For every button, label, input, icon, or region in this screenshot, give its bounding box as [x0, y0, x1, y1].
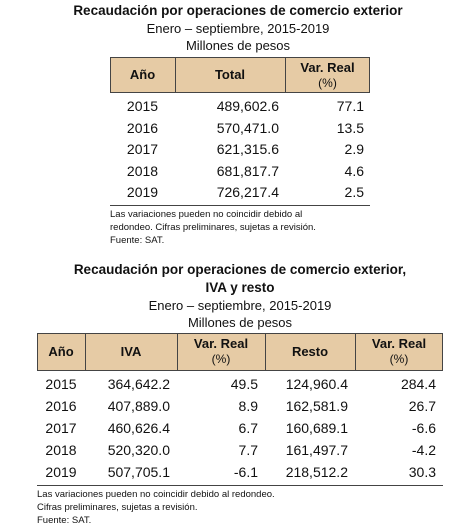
- value-cell: 489,602.6: [216, 98, 279, 114]
- value-cell: 407,889.0: [107, 398, 170, 414]
- note: Las variaciones pueden no coincidir debi…: [37, 489, 275, 500]
- note: Cifras preliminares, sujetas a revisión.: [37, 502, 198, 513]
- header-cell: Año: [129, 67, 156, 82]
- header-cell: Var. Real: [300, 60, 355, 75]
- year-cell: 2018: [45, 442, 77, 458]
- column-divider: [85, 333, 86, 371]
- header-cell: IVA: [120, 344, 142, 359]
- note: redondeo. Cifras preliminares, sujetas a…: [110, 221, 316, 233]
- note: Fuente: SAT.: [110, 234, 165, 246]
- value-cell: 161,497.7: [285, 442, 348, 458]
- year-cell: 2015: [45, 376, 77, 392]
- header-cell: Var. Real: [193, 336, 249, 351]
- value-cell: 460,626.4: [107, 420, 170, 436]
- subtitle: Enero – septiembre, 2015-2019: [146, 21, 330, 36]
- table-title: Recaudación por operaciones de comercio …: [73, 3, 403, 18]
- value-cell: 2.5: [344, 184, 364, 200]
- year-cell: 2016: [45, 398, 77, 414]
- column-divider: [355, 333, 356, 371]
- value-cell: -6.1: [233, 464, 258, 480]
- value-cell: -6.6: [411, 420, 436, 436]
- value-cell: 284.4: [400, 376, 436, 392]
- table-bottom-rule: [110, 204, 370, 206]
- value-cell: 26.7: [408, 398, 436, 414]
- header-cell: Total: [214, 67, 246, 82]
- value-cell: 726,217.4: [216, 184, 279, 200]
- value-cell: 681,817.7: [216, 162, 279, 179]
- value-cell: -4.2: [411, 442, 436, 458]
- value-cell: 2.9: [344, 141, 364, 157]
- value-cell: 218,512.2: [285, 464, 348, 480]
- column-divider: [265, 333, 266, 371]
- units: Millones de pesos: [187, 315, 293, 330]
- value-cell: 7.7: [238, 442, 258, 458]
- header-unit: (%): [318, 76, 337, 90]
- value-cell: 77.1: [336, 98, 364, 114]
- column-divider: [177, 333, 178, 371]
- units: Millones de pesos: [185, 38, 291, 53]
- year-cell: 2016: [126, 119, 159, 136]
- header-unit: (%): [211, 352, 231, 366]
- value-cell: 364,642.2: [107, 376, 170, 392]
- note: Las variaciones pueden no coincidir debi…: [110, 208, 303, 220]
- value-cell: 49.5: [230, 376, 258, 392]
- header-cell: Año: [48, 344, 74, 359]
- year-cell: 2019: [126, 184, 159, 200]
- header-bg: [110, 57, 370, 93]
- year-cell: 2017: [126, 141, 159, 157]
- value-cell: 507,705.1: [107, 464, 170, 480]
- value-cell: 570,471.0: [216, 119, 279, 136]
- year-cell: 2018: [126, 162, 159, 179]
- year-cell: 2019: [45, 464, 77, 480]
- year-cell: 2015: [126, 98, 159, 114]
- value-cell: 160,689.1: [285, 420, 348, 436]
- table-bottom-rule: [37, 485, 443, 486]
- header-cell: Var. Real: [371, 336, 427, 351]
- value-cell: 30.3: [408, 464, 436, 480]
- table-title: IVA y resto: [205, 280, 275, 295]
- value-cell: 621,315.6: [216, 141, 279, 157]
- value-cell: 124,960.4: [285, 376, 348, 392]
- table-title: Recaudación por operaciones de comercio …: [73, 262, 407, 277]
- header-unit: (%): [389, 352, 409, 366]
- year-cell: 2017: [45, 420, 77, 436]
- column-divider: [175, 57, 176, 93]
- value-cell: 6.7: [238, 420, 258, 436]
- column-divider: [285, 57, 286, 93]
- value-cell: 13.5: [336, 119, 364, 136]
- value-cell: 8.9: [238, 398, 258, 414]
- value-cell: 162,581.9: [285, 398, 348, 414]
- subtitle: Enero – septiembre, 2015-2019: [148, 298, 332, 313]
- note: Fuente: SAT.: [37, 515, 92, 526]
- header-cell: Resto: [291, 344, 329, 359]
- value-cell: 4.6: [344, 162, 364, 179]
- header-bg: [37, 333, 443, 371]
- value-cell: 520,320.0: [107, 442, 170, 458]
